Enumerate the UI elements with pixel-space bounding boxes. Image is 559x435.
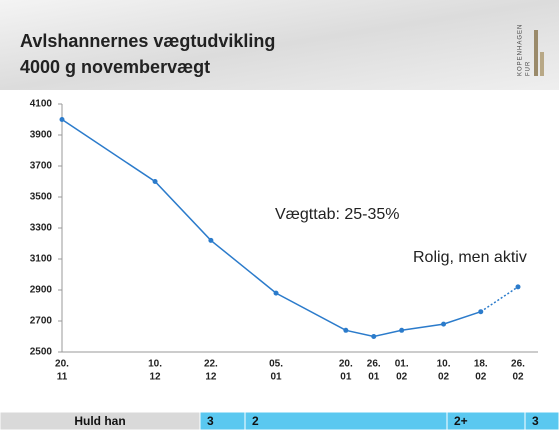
logo-bar: [540, 52, 544, 76]
y-tick-label: 2900: [30, 285, 53, 296]
y-tick-label: 3100: [30, 254, 53, 265]
y-tick-label: 2500: [30, 347, 53, 358]
line: [62, 120, 481, 337]
x-tick-label: 05.: [269, 359, 283, 370]
point: [516, 284, 521, 289]
cell-text: 3: [532, 414, 539, 428]
point: [208, 238, 213, 243]
x-tick-label: 12: [149, 372, 161, 383]
table: Huld han 3 2 2+ 3: [0, 412, 559, 430]
point: [153, 179, 158, 184]
point: [399, 328, 404, 333]
logo-text: FUR: [526, 61, 532, 76]
x-tick-label: 10.: [437, 359, 451, 370]
projected-line: [481, 287, 518, 312]
y-tick-label: 3300: [30, 223, 53, 234]
cell-text: 3: [207, 414, 214, 428]
x-tick-label: 11: [57, 372, 68, 383]
x-tick-label: 20.: [55, 359, 69, 370]
x-tick-label: 02: [475, 372, 487, 383]
x-tick-label: 02: [396, 372, 408, 383]
point: [441, 322, 446, 327]
x-tick-label: 18.: [474, 359, 488, 370]
cell-text: Huld han: [74, 414, 125, 428]
point: [371, 334, 376, 339]
x-tick-label: 12: [205, 372, 217, 383]
point: [274, 291, 279, 296]
x-tick-label: 22.: [204, 359, 218, 370]
x-tick-label: 20.: [339, 359, 353, 370]
slide: Avlshannernes vægtudvikling 4000 g novem…: [0, 0, 559, 430]
point: [60, 117, 65, 122]
title: Avlshannernes vægtudvikling: [20, 31, 275, 51]
table-cell: [245, 412, 447, 430]
annotation: Vægttab: 25-35%: [275, 206, 400, 223]
cell-text: 2+: [454, 414, 468, 428]
x-tick-label: 02: [438, 372, 450, 383]
chart: 2500 2700 2900 3100 3300 3500 3700 3900 4100 20. 1…: [30, 99, 538, 383]
y-tick-label: 3900: [30, 130, 53, 141]
x-tick-label: 02: [512, 372, 524, 383]
x-tick-label: 26.: [367, 359, 381, 370]
logo-text: KOPENHAGEN: [518, 24, 524, 76]
table-cell: [525, 412, 559, 430]
y-tick-label: 3700: [30, 161, 53, 172]
y-tick-label: 4100: [30, 99, 53, 110]
point: [343, 328, 348, 333]
annotation: Rolig, men aktiv: [413, 249, 527, 266]
logo-bar: [534, 30, 538, 76]
x-tick-label: 01: [340, 372, 352, 383]
x-tick-label: 10.: [148, 359, 162, 370]
y-tick-label: 3500: [30, 192, 53, 203]
subtitle: 4000 g novembervægt: [20, 57, 210, 77]
x-tick-label: 26.: [511, 359, 525, 370]
y-tick-label: 2700: [30, 316, 53, 327]
cell-text: 2: [252, 414, 259, 428]
x-tick-label: 01: [270, 372, 282, 383]
point: [478, 309, 483, 314]
x-tick-label: 01.: [395, 359, 409, 370]
x-tick-label: 01: [368, 372, 380, 383]
